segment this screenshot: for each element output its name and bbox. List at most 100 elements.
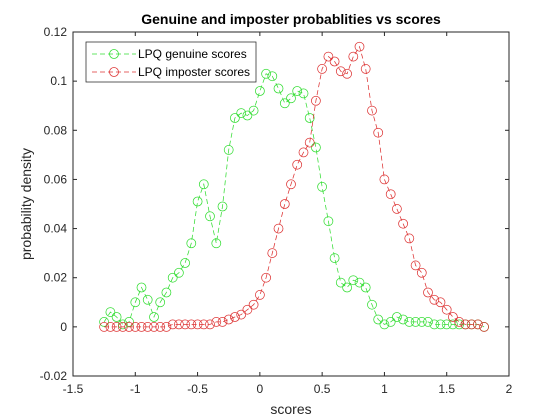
- data-point-imposter: [211, 317, 222, 327]
- data-point-imposter: [367, 105, 377, 116]
- data-point-genuine: [105, 307, 116, 317]
- data-point-imposter: [105, 322, 116, 332]
- data-point-imposter: [298, 147, 309, 158]
- data-point-genuine: [223, 145, 234, 155]
- data-point-genuine: [99, 317, 109, 327]
- data-point-imposter: [136, 322, 147, 332]
- data-point-genuine: [335, 277, 346, 288]
- data-point-imposter: [261, 272, 271, 283]
- data-point-genuine: [273, 83, 284, 94]
- data-point-genuine: [267, 71, 278, 82]
- data-point-genuine: [373, 314, 384, 325]
- data-point-imposter: [186, 319, 197, 330]
- data-point-genuine: [379, 319, 390, 330]
- data-point-genuine: [192, 196, 203, 207]
- x-tick-label: -1: [130, 382, 141, 396]
- axes-box: [72, 31, 510, 377]
- data-point-genuine: [198, 179, 209, 190]
- data-point-imposter: [117, 322, 128, 332]
- y-axis-label: probability density: [18, 148, 34, 260]
- data-point-imposter: [354, 41, 365, 52]
- data-point-genuine: [298, 88, 309, 99]
- data-point-imposter: [273, 223, 284, 234]
- data-point-imposter: [255, 290, 265, 300]
- y-tick-label: 0.08: [44, 123, 68, 137]
- data-point-genuine: [441, 319, 452, 330]
- data-point-genuine: [242, 110, 253, 121]
- data-point-imposter: [379, 174, 390, 185]
- data-point-genuine: [180, 258, 190, 268]
- data-point-genuine: [286, 93, 296, 104]
- data-point-imposter: [454, 317, 465, 327]
- data-point-genuine: [174, 267, 184, 278]
- x-tick-label: -1.5: [63, 382, 84, 396]
- data-point-genuine: [130, 297, 141, 308]
- data-point-imposter: [142, 322, 153, 332]
- data-point-imposter: [167, 319, 178, 330]
- data-point-genuine: [211, 238, 222, 249]
- data-point-genuine: [348, 275, 359, 286]
- data-point-imposter: [360, 64, 371, 74]
- data-point-imposter: [429, 294, 440, 305]
- data-point-imposter: [423, 287, 433, 298]
- data-point-genuine: [261, 68, 271, 79]
- data-point-genuine: [142, 294, 153, 305]
- data-point-genuine: [167, 272, 178, 283]
- data-point-imposter: [267, 248, 278, 258]
- data-point-genuine: [111, 312, 122, 322]
- data-point-imposter: [435, 297, 446, 308]
- y-tick-label: 0.12: [44, 25, 68, 39]
- y-axis: -0.02 0 0.02 0.04 0.06 0.08 0.1 0.12: [40, 25, 509, 383]
- data-point-imposter: [392, 204, 402, 214]
- data-point-imposter: [192, 319, 203, 330]
- data-point-imposter: [441, 304, 452, 315]
- data-point-genuine: [217, 201, 228, 212]
- data-point-imposter: [236, 309, 247, 320]
- data-point-genuine: [410, 317, 421, 327]
- data-point-imposter: [242, 304, 253, 315]
- data-point-imposter: [230, 312, 240, 322]
- y-tick-label: 0.02: [44, 271, 68, 285]
- data-point-imposter: [479, 322, 489, 332]
- data-point-imposter: [124, 322, 134, 332]
- data-point-imposter: [416, 267, 427, 278]
- data-point-genuine: [329, 253, 340, 263]
- data-point-genuine: [323, 216, 334, 227]
- y-tick-label: 0: [60, 320, 67, 334]
- data-point-genuine: [304, 113, 315, 123]
- data-point-genuine: [311, 142, 321, 153]
- data-point-imposter: [448, 312, 458, 322]
- data-point-imposter: [323, 51, 334, 62]
- data-point-genuine: [205, 211, 215, 222]
- data-point-genuine: [248, 105, 259, 116]
- data-point-genuine: [404, 317, 415, 327]
- data-point-imposter: [460, 319, 471, 330]
- data-point-genuine: [186, 238, 197, 249]
- data-point-imposter: [217, 317, 228, 327]
- legend-box: [85, 41, 257, 83]
- data-point-imposter: [149, 322, 159, 332]
- data-point-genuine: [385, 317, 396, 327]
- x-tick-label: 0: [257, 382, 264, 396]
- data-point-genuine: [367, 299, 377, 310]
- data-point-imposter: [335, 66, 346, 77]
- plot-area: [73, 32, 509, 376]
- data-point-imposter: [180, 319, 190, 330]
- data-point-imposter: [317, 64, 327, 74]
- x-axis: -1.5 -1 -0.5 0 0.5 1 1.5 2: [63, 32, 513, 396]
- legend-label-imposter: LPQ imposter scores: [138, 65, 250, 79]
- y-tick-label: 0.1: [50, 74, 67, 88]
- x-tick-label: 2: [506, 382, 513, 396]
- data-point-genuine: [149, 312, 159, 322]
- data-point-imposter: [304, 137, 315, 148]
- data-point-genuine: [398, 314, 408, 325]
- data-point-imposter: [198, 319, 209, 330]
- y-tick-label: 0.04: [44, 222, 68, 236]
- data-point-genuine: [317, 181, 327, 192]
- data-point-genuine: [255, 86, 265, 96]
- data-point-imposter: [130, 322, 141, 332]
- data-point-imposter: [155, 322, 166, 332]
- data-point-genuine: [279, 98, 290, 109]
- data-point-genuine: [342, 282, 352, 293]
